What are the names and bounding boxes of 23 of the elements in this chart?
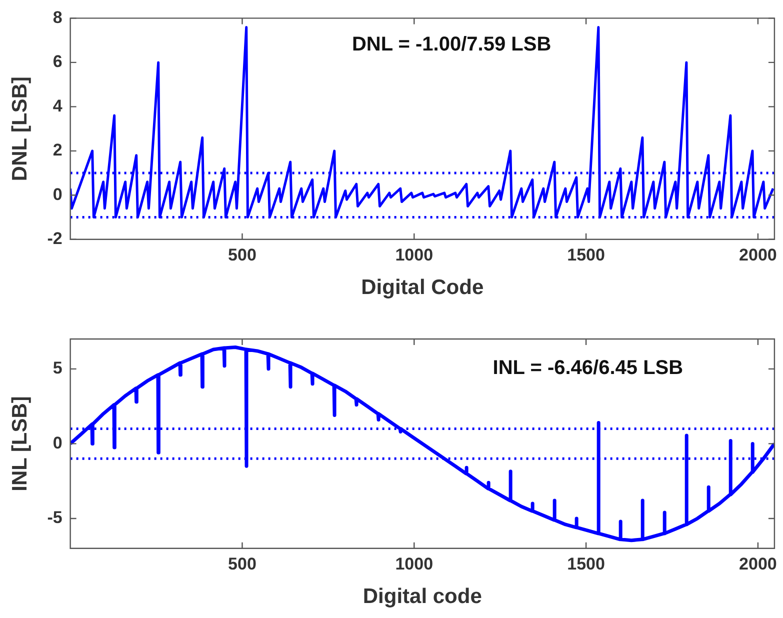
y-tick-label: 4: [52, 96, 63, 116]
y-tick-label: 6: [52, 52, 62, 72]
y-tick-label: -5: [47, 508, 62, 528]
x-axis-title: Digital Code: [361, 276, 484, 300]
x-tick-label: 2000: [739, 245, 777, 264]
y-tick-label: 8: [52, 8, 62, 27]
x-tick-label: 1000: [395, 554, 434, 574]
y-axis-title: DNL [LSB]: [8, 76, 32, 182]
y-tick-label: 2: [52, 140, 62, 160]
x-tick-label: 500: [228, 245, 256, 264]
y-tick-label: 5: [52, 358, 62, 378]
y-axis-title: INL [LSB]: [8, 396, 32, 492]
x-tick-label: 1500: [567, 245, 605, 264]
y-tick-label: 0: [52, 433, 62, 452]
annotation: INL = -6.46/6.45 LSB: [492, 356, 684, 379]
x-tick-label: 1000: [395, 245, 434, 264]
x-tick-label: 500: [228, 554, 256, 574]
x-tick-label: 2000: [739, 554, 777, 574]
y-tick-label: 0: [52, 184, 62, 204]
x-tick-label: 1500: [567, 554, 605, 574]
x-axis-title: Digital code: [362, 585, 482, 608]
y-tick-label: -2: [47, 229, 62, 248]
annotation: DNL = -1.00/7.59 LSB: [352, 33, 552, 56]
